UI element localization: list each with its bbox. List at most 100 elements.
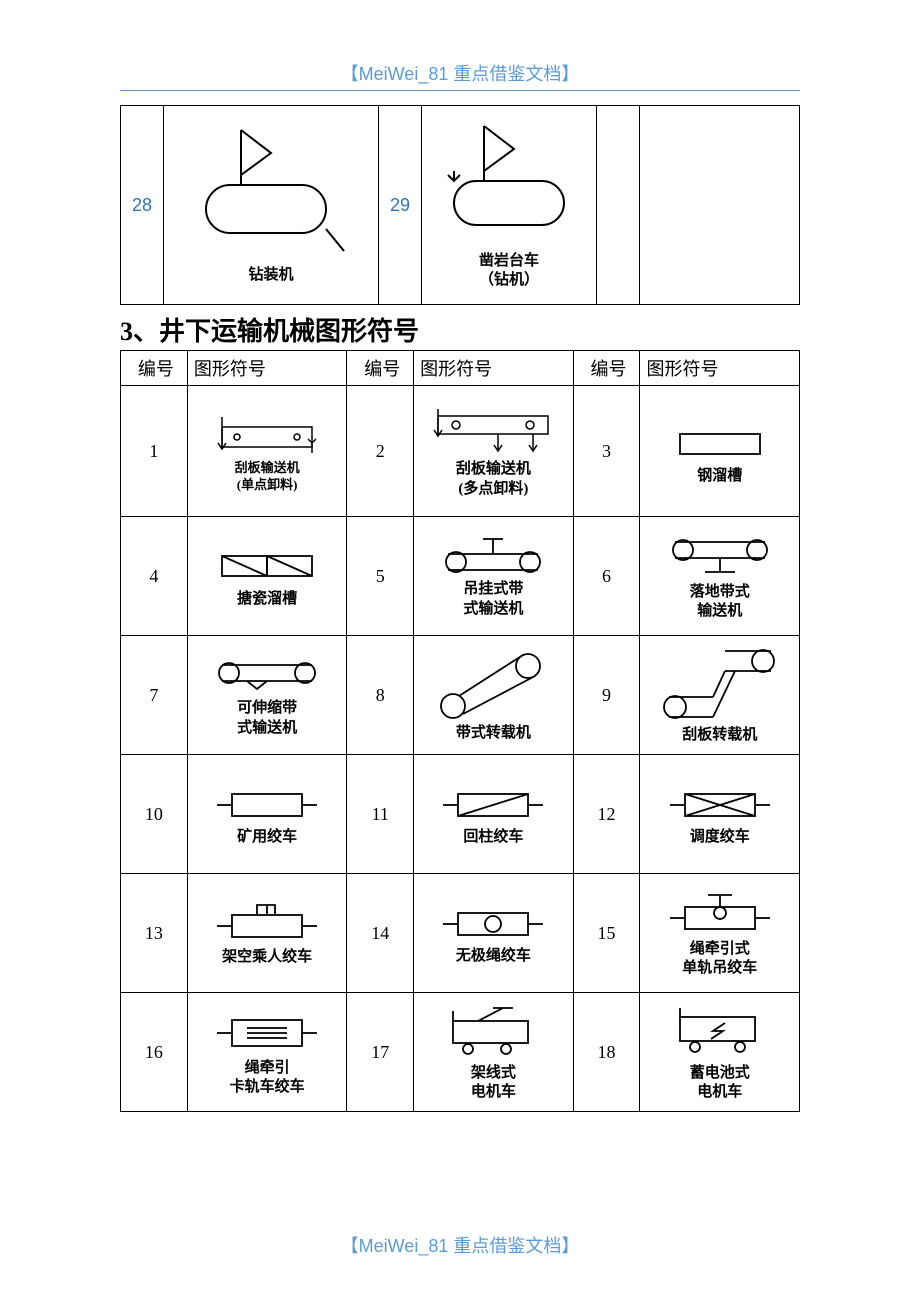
cell-num: 3 bbox=[573, 386, 640, 517]
caption: 无极绳绞车 bbox=[416, 948, 570, 965]
caption: 带式转载机 bbox=[416, 725, 570, 742]
caption: 可伸缩带 bbox=[190, 700, 344, 717]
table-row: 16 绳牵引 卡轨车绞车 17 bbox=[121, 993, 800, 1112]
caption: 刮板输送机 bbox=[190, 461, 344, 476]
cell-sym: 带式转载机 bbox=[414, 636, 573, 755]
th-5: 编号 bbox=[573, 351, 640, 386]
caption: 式输送机 bbox=[416, 601, 570, 618]
caption: 电机车 bbox=[416, 1084, 570, 1101]
cell-num: 4 bbox=[121, 517, 188, 636]
cell-sym: 吊挂式带 式输送机 bbox=[414, 517, 573, 636]
cell-sym: 回柱绞车 bbox=[414, 755, 573, 874]
caption: 绳牵引式 bbox=[642, 941, 797, 958]
cell-num: 6 bbox=[573, 517, 640, 636]
drill-jumbo-icon bbox=[434, 121, 584, 251]
caption: 吊挂式带 bbox=[416, 581, 570, 598]
scraper-conveyor-single-icon bbox=[212, 409, 322, 459]
caption-28: 钻装机 bbox=[166, 267, 376, 284]
cell-sym: 落地带式 输送机 bbox=[640, 517, 800, 636]
cell-sym: 蓄电池式 电机车 bbox=[640, 993, 800, 1112]
dispatch-winch-icon bbox=[660, 782, 780, 827]
caption: 刮板转载机 bbox=[642, 727, 797, 744]
top-table: 28 钻装机 29 bbox=[120, 105, 800, 305]
cell-num: 15 bbox=[573, 874, 640, 993]
caption: 卡轨车绞车 bbox=[190, 1079, 344, 1096]
cell-sym: 搪瓷溜槽 bbox=[187, 517, 346, 636]
table-row: 10 矿用绞车 11 bbox=[121, 755, 800, 874]
caption: 落地带式 bbox=[642, 584, 797, 601]
table-row: 13 架空乘人绞车 14 bbox=[121, 874, 800, 993]
aerial-manriding-winch-icon bbox=[207, 899, 327, 947]
caption: (多点卸料) bbox=[416, 481, 570, 498]
caption: 搪瓷溜槽 bbox=[190, 591, 344, 608]
cell-sym: 矿用绞车 bbox=[187, 755, 346, 874]
table-row: 4 搪瓷溜槽 5 bbox=[121, 517, 800, 636]
caption-29b: （钻机） bbox=[424, 272, 594, 289]
caption: 架线式 bbox=[416, 1065, 570, 1082]
cell-num: 18 bbox=[573, 993, 640, 1112]
cell-sym: 绳牵引 卡轨车绞车 bbox=[187, 993, 346, 1112]
cell-num-29: 29 bbox=[379, 106, 422, 305]
th-3: 编号 bbox=[347, 351, 414, 386]
endless-rope-winch-icon bbox=[433, 901, 553, 946]
cell-num: 9 bbox=[573, 636, 640, 755]
cell-num: 1 bbox=[121, 386, 188, 517]
caption: 电机车 bbox=[642, 1084, 797, 1101]
caption: 钢溜槽 bbox=[642, 468, 797, 485]
doc-header: 【MeiWei_81 重点借鉴文档】 bbox=[120, 60, 800, 91]
caption: 输送机 bbox=[642, 603, 797, 620]
cell-num: 8 bbox=[347, 636, 414, 755]
section-title: 3、井下运输机械图形符号 bbox=[120, 311, 800, 348]
th-2: 图形符号 bbox=[187, 351, 346, 386]
steel-chute-icon bbox=[665, 416, 775, 466]
cell-empty-1 bbox=[597, 106, 640, 305]
belt-transfer-icon bbox=[433, 648, 553, 723]
caption: 调度绞车 bbox=[642, 829, 797, 846]
scraper-conveyor-multi-icon bbox=[428, 404, 558, 459]
cell-sym: 刮板输送机 (单点卸料) bbox=[187, 386, 346, 517]
caption-29a: 凿岩台车 bbox=[424, 253, 594, 270]
th-4: 图形符号 bbox=[414, 351, 573, 386]
cell-sym-28: 钻装机 bbox=[164, 106, 379, 305]
cell-num: 7 bbox=[121, 636, 188, 755]
rope-monorail-winch-icon bbox=[660, 889, 780, 939]
caption: 矿用绞车 bbox=[190, 829, 344, 846]
caption: 式输送机 bbox=[190, 720, 344, 737]
cell-num: 5 bbox=[347, 517, 414, 636]
caption: 单轨吊绞车 bbox=[642, 960, 797, 977]
th-1: 编号 bbox=[121, 351, 188, 386]
cell-sym: 无极绳绞车 bbox=[414, 874, 573, 993]
trolley-locomotive-icon bbox=[438, 1003, 548, 1063]
cell-sym: 可伸缩带 式输送机 bbox=[187, 636, 346, 755]
mine-winch-icon bbox=[207, 782, 327, 827]
drill-loader-icon bbox=[186, 125, 356, 265]
cell-num: 2 bbox=[347, 386, 414, 517]
cell-sym: 钢溜槽 bbox=[640, 386, 800, 517]
cell-sym: 调度绞车 bbox=[640, 755, 800, 874]
cell-num: 10 bbox=[121, 755, 188, 874]
table-row: 7 可伸缩带 式输送机 8 bbox=[121, 636, 800, 755]
doc-footer: 【MeiWei_81 重点借鉴文档】 bbox=[120, 1232, 800, 1258]
scraper-transfer-icon bbox=[655, 645, 785, 725]
cell-num: 17 bbox=[347, 993, 414, 1112]
caption: 绳牵引 bbox=[190, 1060, 344, 1077]
cell-sym: 刮板转载机 bbox=[640, 636, 800, 755]
cell-num: 14 bbox=[347, 874, 414, 993]
cell-num: 11 bbox=[347, 755, 414, 874]
cell-sym: 刮板输送机 (多点卸料) bbox=[414, 386, 573, 517]
rope-rail-clamp-winch-icon bbox=[207, 1008, 327, 1058]
main-table: 编号 图形符号 编号 图形符号 编号 图形符号 1 bbox=[120, 350, 800, 1112]
cell-num: 16 bbox=[121, 993, 188, 1112]
enamel-chute-icon bbox=[212, 544, 322, 589]
cell-sym-29: 凿岩台车 （钻机） bbox=[422, 106, 597, 305]
caption: 回柱绞车 bbox=[416, 829, 570, 846]
suspended-belt-conveyor-icon bbox=[428, 534, 558, 579]
cell-num: 13 bbox=[121, 874, 188, 993]
table-header-row: 编号 图形符号 编号 图形符号 编号 图形符号 bbox=[121, 351, 800, 386]
cell-empty-2 bbox=[640, 106, 800, 305]
battery-locomotive-icon bbox=[665, 1003, 775, 1063]
ground-belt-conveyor-icon bbox=[655, 532, 785, 582]
telescopic-belt-conveyor-icon bbox=[207, 653, 327, 698]
caption: 刮板输送机 bbox=[416, 461, 570, 478]
cell-num-28: 28 bbox=[121, 106, 164, 305]
